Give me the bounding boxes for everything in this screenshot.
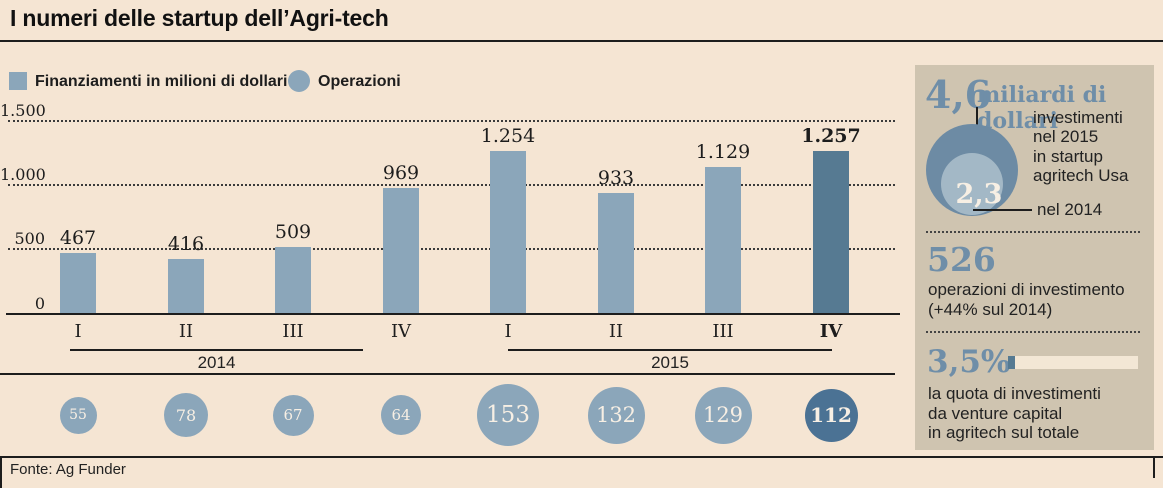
investments-description: investimenti nel 2015 in startup agritec… [1033, 108, 1128, 186]
vc-share-bar-track [1015, 356, 1138, 369]
finance-bar [813, 151, 849, 313]
category-label: III [282, 321, 304, 342]
finance-bar [598, 193, 634, 313]
category-label: I [74, 321, 82, 342]
operations-circle: 129 [694, 386, 752, 444]
operations-circle: 153 [477, 384, 539, 446]
y-axis-tick-label: 0 [34, 294, 45, 313]
gridline [8, 120, 895, 122]
bar-value-label: 1.257 [801, 125, 861, 147]
bar-value-label: 933 [597, 167, 635, 189]
operations-circle: 67 [272, 394, 314, 436]
vc-share-desc-line: in agritech sul totale [928, 423, 1080, 442]
operations-circle: 55 [59, 396, 97, 434]
category-label: I [504, 321, 512, 342]
finance-bar [383, 188, 419, 313]
vc-share-value: 3,5% [927, 344, 1011, 380]
sidebar-divider [926, 331, 1140, 333]
value-to-circle-connector [976, 107, 978, 126]
operations-legend-label: Operazioni [318, 73, 401, 90]
finance-bar [168, 259, 204, 313]
category-label: II [178, 321, 194, 342]
investments-desc-line: investimenti [1033, 108, 1123, 127]
category-label: IV [819, 321, 843, 342]
investments-2015-value: 4,6 [925, 72, 992, 117]
gridline [8, 248, 895, 250]
circle-to-label-connector [973, 209, 1032, 211]
category-label: IV [390, 321, 412, 342]
bar-value-label: 416 [167, 233, 205, 255]
finance-bar [705, 167, 741, 313]
year-2014-bracket [70, 349, 363, 351]
sidebar-divider [926, 231, 1140, 233]
page-title: I numeri delle startup dell’Agri-tech [10, 5, 389, 31]
finance-bar [490, 151, 526, 313]
vc-share-desc-line: la quota di investimenti [928, 384, 1101, 403]
investments-desc-line: agritech Usa [1033, 166, 1129, 186]
bar-value-label: 1.254 [480, 125, 536, 147]
bar-value-label: 1.129 [695, 141, 751, 163]
operations-desc-line: (+44% sul 2014) [928, 299, 1053, 319]
x-axis-line [6, 313, 900, 315]
operations-circle: 64 [381, 395, 421, 435]
vc-share-bar-filled [1008, 356, 1015, 369]
finance-bar [60, 253, 96, 313]
operations-circle: 132 [587, 386, 645, 444]
investments-2014-value: 2,3 [955, 179, 1003, 210]
source-note: Fonte: Ag Funder [10, 461, 126, 478]
gridline [8, 184, 895, 186]
year-2015-label: 2015 [651, 353, 689, 372]
title-divider [0, 40, 1163, 42]
investments-2014-label: nel 2014 [1037, 200, 1103, 219]
year-2014-label: 2014 [197, 353, 236, 372]
funding-legend-label: Finanziamenti in milioni di dollari [35, 73, 288, 90]
operations-count-value: 526 [927, 240, 996, 279]
investments-2014-circle [941, 153, 1003, 215]
y-axis-tick-label: 1.500 [0, 101, 46, 120]
funding-legend-swatch-icon [9, 72, 27, 90]
finance-bar [275, 247, 311, 313]
y-axis-tick-label: 500 [14, 229, 45, 248]
operations-legend-circle-icon [288, 70, 310, 92]
year-2015-bracket [508, 349, 832, 351]
operations-description: operazioni di investimento (+44% sul 201… [928, 280, 1125, 319]
vc-share-desc-line: da venture capital [928, 403, 1063, 423]
bar-value-label: 467 [59, 227, 97, 249]
footer-left-tick [0, 456, 2, 488]
bar-value-label: 969 [382, 162, 420, 184]
investments-desc-line: nel 2015 [1033, 127, 1099, 147]
footer-divider [0, 456, 1163, 458]
category-label: III [712, 321, 734, 342]
operations-circle: 112 [804, 388, 858, 442]
vc-share-description: la quota di investimenti da venture capi… [928, 384, 1101, 443]
bar-value-label: 509 [274, 221, 312, 243]
bar-chart: 0 500 1.000 1.500 467 I 55 416 II 78 509 III 67 969 IV… [0, 101, 900, 446]
category-label: II [608, 321, 624, 342]
chart-bottom-divider [0, 373, 895, 375]
operations-circle: 78 [164, 393, 208, 437]
operations-desc-line: operazioni di investimento [928, 280, 1125, 299]
y-axis-tick-label: 1.000 [0, 165, 46, 184]
investments-desc-line: in startup [1033, 146, 1103, 166]
footer-right-tick [1153, 456, 1155, 478]
